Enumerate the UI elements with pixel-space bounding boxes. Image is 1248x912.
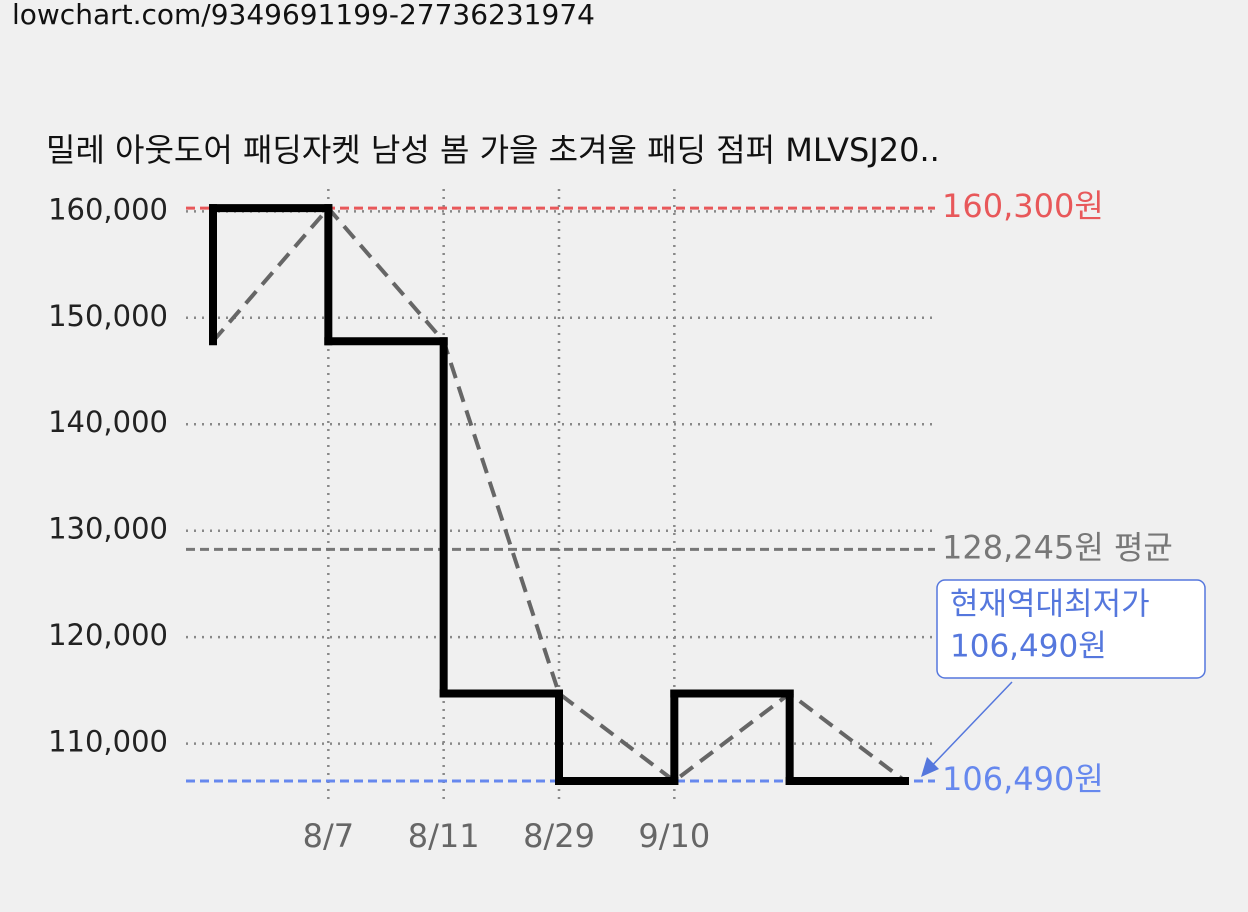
annotation-arrowhead: [921, 756, 939, 777]
y-tick-label: 150,000: [48, 299, 168, 333]
y-tick-label: 160,000: [48, 192, 168, 226]
reference-label: 128,245원 평균: [942, 528, 1173, 566]
x-tick-label: 8/29: [523, 817, 595, 855]
reference-label: 160,300원: [942, 187, 1104, 225]
url: lowchart.com/9349691199-27736231974: [12, 0, 595, 31]
x-tick-label: 8/7: [303, 817, 355, 855]
annotation-text: 106,490원: [950, 629, 1107, 665]
y-tick-label: 130,000: [48, 512, 168, 546]
chart-title: 밀레 아웃도어 패딩자켓 남성 봄 가을 초겨울 패딩 점퍼 MLVSJ20..: [46, 131, 940, 169]
annotation-box: [936, 579, 1206, 679]
annotation-arrow: [924, 681, 1013, 774]
y-tick-label: 110,000: [48, 725, 168, 759]
y-tick-label: 140,000: [48, 405, 168, 439]
reference-label: 106,490원: [942, 760, 1104, 798]
y-tick-label: 120,000: [48, 618, 168, 652]
x-tick-label: 9/10: [638, 817, 710, 855]
x-tick-label: 8/11: [408, 817, 480, 855]
annotation-text: 현재역대최저가: [950, 587, 1150, 623]
